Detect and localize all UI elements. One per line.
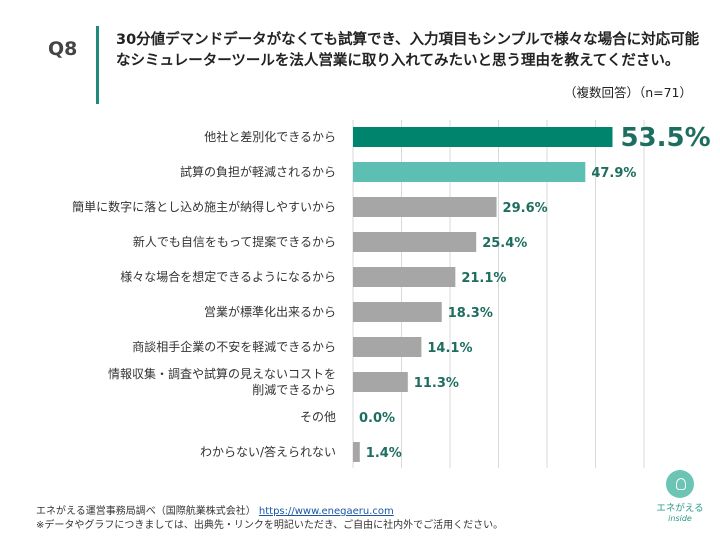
data-label: 14.1% [427,341,472,356]
bulb-icon [666,470,694,498]
logo-name: エネがえる [656,503,704,514]
divider [96,26,99,104]
bar [353,442,360,462]
category-label: 情報収集・調査や試算の見えないコストを [108,366,336,381]
bar [353,267,456,287]
bar [353,337,422,357]
data-label: 29.6% [503,201,548,216]
data-label: 53.5% [620,123,710,153]
data-label: 0.0% [359,411,395,426]
data-label: 47.9% [591,166,636,181]
category-label: 商談相手企業の不安を軽減できるから [132,339,336,354]
logo-sub: inside [668,514,692,523]
data-label: 11.3% [414,376,459,391]
category-label: 削減できるから [252,382,336,397]
data-label: 25.4% [482,236,527,251]
source-link[interactable]: https://www.enegaeru.com [258,506,394,517]
response-note: （複数回答）（n=71） [563,85,692,100]
disclaimer: ※データやグラフにつきましては、出典先・リンクを明記いただき、ご自由に社内外でご… [36,520,504,531]
question-text: 30分値デマンドデータがなくても試算でき、入力項目もシンプルで様々な場合に対応可… [116,32,700,69]
bar [353,232,477,252]
category-label: 様々な場合を想定できるようになるから [120,269,336,284]
data-label: 21.1% [461,271,506,286]
data-label: 18.3% [448,306,493,321]
question-number: Q8 [48,38,78,60]
category-label: 新人でも自信をもって提案できるから [133,234,336,249]
data-label: 1.4% [366,446,402,461]
category-label: 他社と差別化できるから [204,129,336,144]
bar [353,127,613,147]
category-label: わからない/答えられない [200,444,336,459]
source-text: エネがえる運営事務局調べ（国際航業株式会社） [36,506,256,517]
bar [353,372,408,392]
category-label: 試算の負担が軽減されるから [180,164,336,179]
category-label: 簡単に数字に落とし込め施主が納得しやすいから [72,199,336,214]
bar [353,162,586,182]
source-line: エネがえる運営事務局調べ（国際航業株式会社） https://www.enega… [36,502,394,517]
bar-chart: 53.5% 他社と差別化できるから 47.9% 試算の負担が軽減されるから 29.6% 簡… [72,120,711,468]
category-label: その他 [300,410,336,424]
logo: エネがえる inside [652,470,708,532]
bar [353,302,442,322]
bar [353,197,497,217]
category-label: 営業が標準化出来るから [204,304,336,319]
